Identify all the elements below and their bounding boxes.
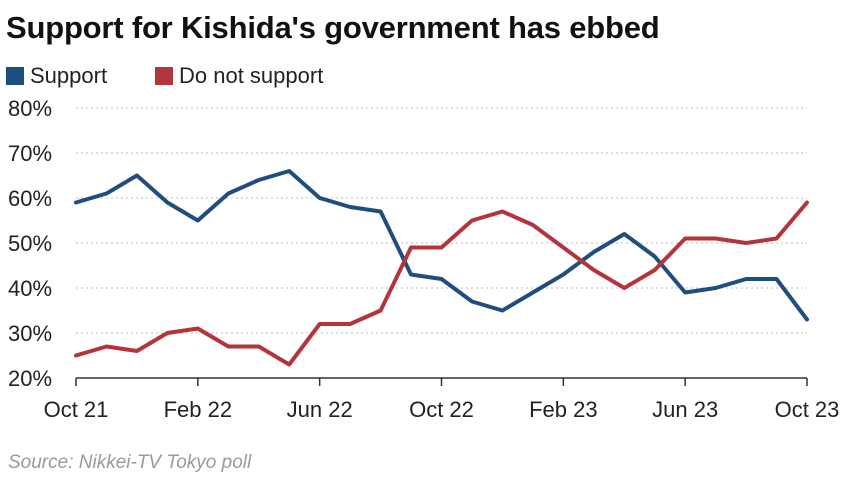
x-tick-label: Oct 21 (44, 397, 109, 422)
legend-label-support: Support (30, 63, 108, 88)
chart-title: Support for Kishida's government has ebb… (6, 10, 660, 45)
y-tick-label: 40% (8, 276, 52, 301)
x-tick-label: Oct 22 (409, 397, 474, 422)
x-tick-label: Feb 23 (529, 397, 598, 422)
y-tick-label: 80% (8, 96, 52, 121)
x-tick-label: Jun 23 (652, 397, 718, 422)
legend-swatch-support (6, 67, 24, 85)
x-tick-label: Feb 22 (164, 397, 233, 422)
legend-label-do-not-support: Do not support (179, 63, 324, 88)
y-tick-label: 70% (8, 141, 52, 166)
source-note: Source: Nikkei-TV Tokyo poll (8, 452, 252, 473)
x-tick-label: Jun 22 (287, 397, 353, 422)
y-tick-label: 50% (8, 231, 52, 256)
legend-swatch-do-not-support (155, 67, 173, 85)
legend-item-do-not-support: Do not support (155, 63, 323, 89)
x-tick-label: Oct 23 (775, 397, 840, 422)
y-tick-label: 30% (8, 321, 52, 346)
series-line-do-not-support (74, 200, 809, 367)
y-tick-label: 20% (8, 366, 52, 391)
series-line-support (74, 169, 809, 322)
legend-item-support: Support (6, 63, 107, 89)
y-tick-label: 60% (8, 186, 52, 211)
